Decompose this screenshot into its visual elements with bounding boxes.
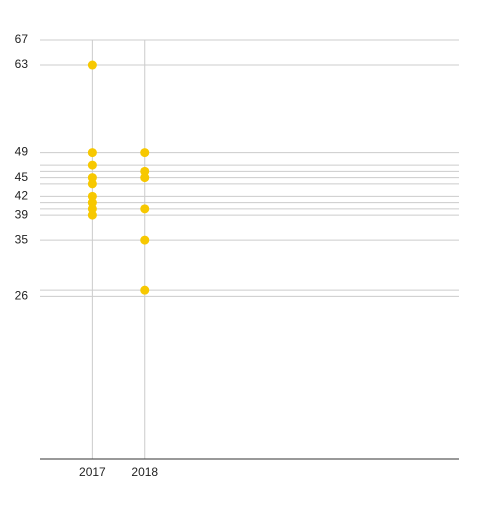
y-tick-label: 63 xyxy=(15,57,29,71)
x-tick-label: 2018 xyxy=(131,465,158,479)
y-tick-label: 39 xyxy=(15,207,29,221)
point xyxy=(87,198,97,208)
y-tick-label: 35 xyxy=(15,232,29,246)
y-tick-label: 67 xyxy=(15,32,29,46)
y-tick-label: 26 xyxy=(15,289,29,303)
point xyxy=(140,148,150,158)
point xyxy=(140,173,150,183)
point xyxy=(87,179,97,189)
point xyxy=(87,60,97,70)
y-tick-label: 45 xyxy=(15,170,29,184)
point xyxy=(140,285,150,295)
point xyxy=(87,210,97,220)
point xyxy=(87,148,97,158)
point xyxy=(140,204,150,214)
point xyxy=(140,166,150,176)
point xyxy=(87,204,97,214)
point xyxy=(87,160,97,170)
y-tick-label: 49 xyxy=(15,145,29,159)
point xyxy=(87,191,97,201)
point xyxy=(87,173,97,183)
point xyxy=(140,235,150,245)
x-tick-label: 2017 xyxy=(79,465,106,479)
y-tick-label: 42 xyxy=(15,189,29,203)
